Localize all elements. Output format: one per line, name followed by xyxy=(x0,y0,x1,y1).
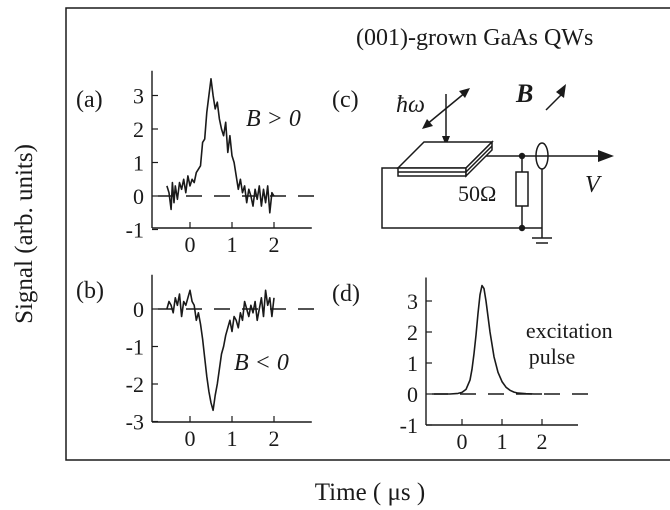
y-tick-label: 1 xyxy=(133,151,144,176)
panel-b: (b) 0 -1 -2 -3 0 1 2 B < 0 xyxy=(76,274,324,451)
x-tick-label: 1 xyxy=(227,426,238,451)
y-axis-label: Signal (arb. units) xyxy=(11,144,38,324)
x-tick-label: 0 xyxy=(185,232,196,257)
x-tick-label: 1 xyxy=(227,232,238,257)
panel-c-label: (c) xyxy=(332,87,359,113)
y-tick-label: 2 xyxy=(407,320,418,345)
pulse-label-line1: excitation xyxy=(526,318,613,343)
voltage-label: V xyxy=(585,172,602,198)
y-tick-label: -3 xyxy=(126,410,144,435)
panel-a: (a) 3 2 1 0 -1 0 1 2 B > 0 xyxy=(76,70,324,257)
ground-wire xyxy=(381,167,542,229)
panel-d: (d) 3 2 1 0 -1 0 1 2 excitation pulse xyxy=(332,277,618,454)
y-tick-label: 0 xyxy=(133,297,144,322)
panel-b-label: (b) xyxy=(76,278,104,304)
y-tick-label: 3 xyxy=(133,84,144,109)
field-arrow-head xyxy=(556,84,566,98)
y-tick-label: 3 xyxy=(407,289,418,314)
x-tick-label: 2 xyxy=(269,232,280,257)
y-tick-label: 2 xyxy=(133,117,144,142)
y-tick-label: -1 xyxy=(126,218,144,243)
figure-frame xyxy=(65,7,670,461)
panel-a-annotation: B > 0 xyxy=(246,106,301,132)
figure-header: (001)-grown GaAs QWs xyxy=(356,25,593,51)
y-tick-label: 1 xyxy=(407,351,418,376)
y-tick-label: 0 xyxy=(407,382,418,407)
x-tick-label: 0 xyxy=(185,426,196,451)
photon-energy-label: ħω xyxy=(396,92,425,118)
sample-side-layer xyxy=(465,145,493,173)
y-tick-label: -1 xyxy=(400,413,418,438)
signal-trace xyxy=(434,284,542,395)
node-bottom xyxy=(518,224,526,232)
polarization-arrow-head-up xyxy=(459,88,470,98)
panel-d-annotation: excitation pulse xyxy=(526,318,618,369)
node-top xyxy=(518,152,526,160)
light-beam-head xyxy=(442,136,450,146)
resistor-label: 50Ω xyxy=(458,181,496,206)
polarization-arrow-head-down xyxy=(422,119,433,129)
magnetic-field-label: B xyxy=(515,79,533,108)
signal-trace xyxy=(166,78,275,214)
pulse-label-line2: pulse xyxy=(529,344,575,369)
signal-trace xyxy=(166,289,275,412)
panel-b-axes: 0 -1 -2 -3 0 1 2 xyxy=(126,274,324,451)
panel-d-axes: 3 2 1 0 -1 0 1 2 xyxy=(400,277,590,454)
y-tick-label: -1 xyxy=(126,335,144,360)
resistor xyxy=(515,171,529,207)
panel-a-label: (a) xyxy=(76,87,103,113)
x-tick-label: 1 xyxy=(497,429,508,454)
panel-d-label: (d) xyxy=(332,281,360,307)
panel-b-annotation: B < 0 xyxy=(234,350,289,376)
output-arrow-head xyxy=(598,150,614,162)
y-tick-label: -2 xyxy=(126,372,144,397)
x-tick-label: 2 xyxy=(269,426,280,451)
panel-a-axes: 3 2 1 0 -1 0 1 2 xyxy=(126,70,324,257)
x-tick-label: 0 xyxy=(457,429,468,454)
panel-c: (c) ħω B 50Ω V xyxy=(332,79,614,244)
x-tick-label: 2 xyxy=(537,429,548,454)
x-axis-label: Time ( μs ) xyxy=(315,479,425,506)
y-tick-label: 0 xyxy=(133,184,144,209)
